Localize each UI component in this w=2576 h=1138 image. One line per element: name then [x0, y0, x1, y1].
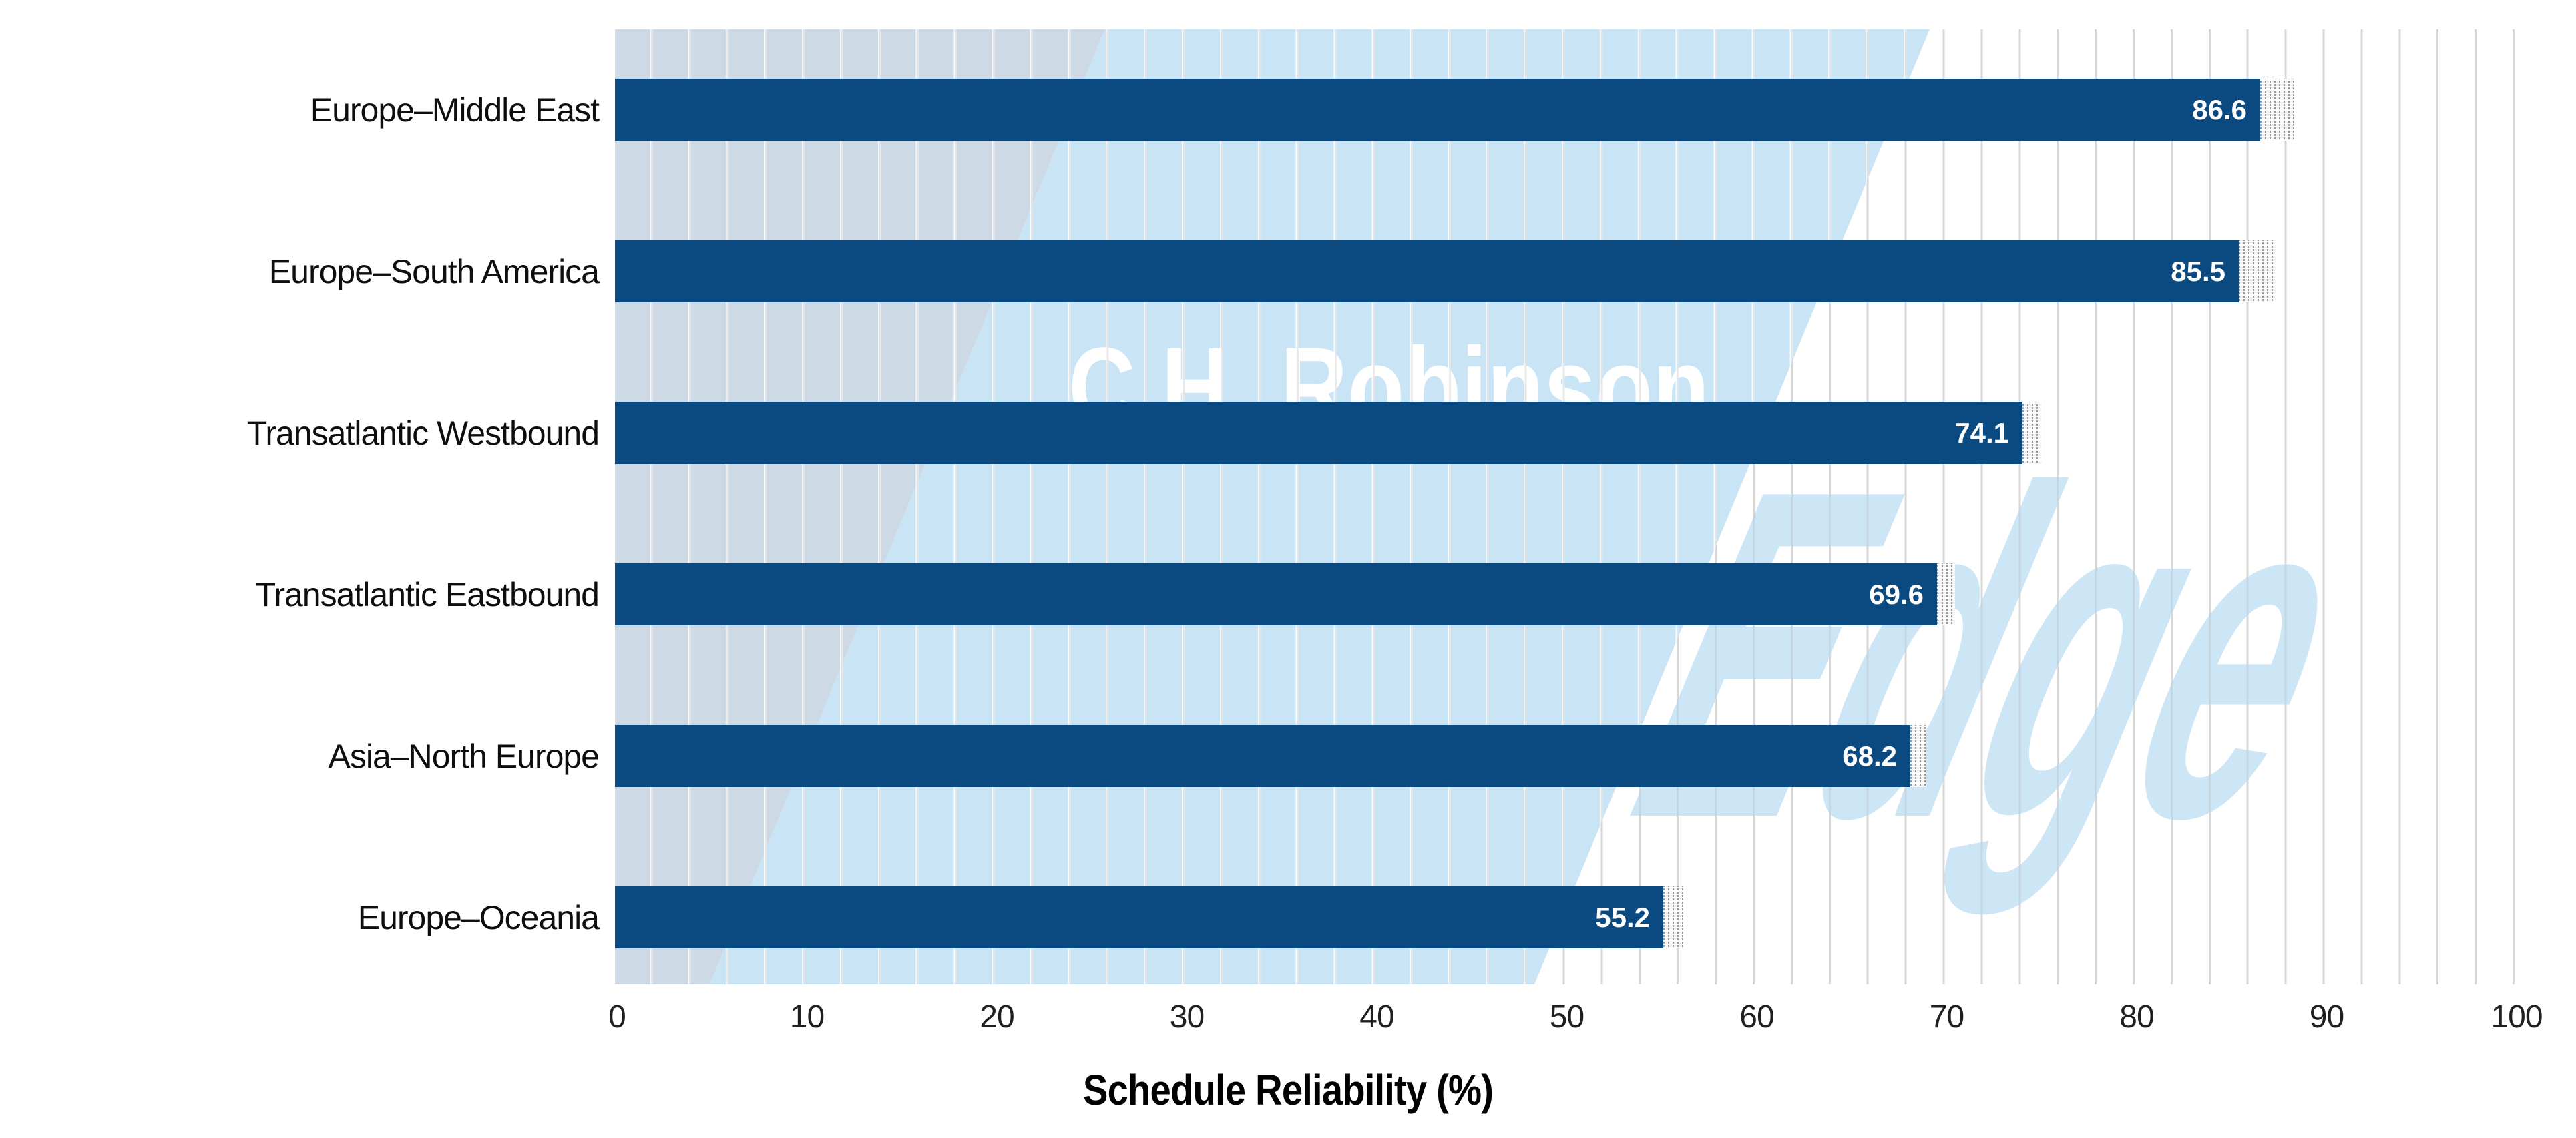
- x-tick-label: 20: [980, 999, 1014, 1035]
- bar-hatch-extension: [1910, 725, 1926, 787]
- x-tick-label: 10: [789, 999, 825, 1035]
- x-axis-title: Schedule Reliability (%): [1082, 1066, 1494, 1114]
- category-label: Asia–North Europe: [328, 737, 600, 775]
- bar-value-label: 68.2: [1842, 740, 1897, 772]
- category-label: Europe–Oceania: [357, 898, 600, 936]
- bar-hatch-extension: [2239, 240, 2276, 302]
- x-tick-label: 70: [1929, 999, 1964, 1035]
- bar: 74.1: [615, 402, 2022, 464]
- x-tick-label: 90: [2309, 999, 2344, 1035]
- bar-hatch-extension: [1937, 563, 1955, 625]
- bar-value-label: 74.1: [1954, 416, 2009, 449]
- category-label: Europe–South America: [268, 252, 600, 290]
- bar-value-label: 86.6: [2192, 93, 2247, 125]
- plot-area: [615, 29, 2537, 984]
- bar-hatch-extension: [1663, 886, 1683, 948]
- x-tick-label: 40: [1359, 999, 1394, 1035]
- bar: 69.6: [615, 563, 1937, 625]
- category-label: Transatlantic Eastbound: [255, 575, 600, 613]
- x-tick-label: 30: [1169, 999, 1205, 1035]
- x-tick-label: 100: [2491, 999, 2543, 1035]
- bar: 85.5: [615, 240, 2239, 302]
- x-tick-label: 0: [608, 999, 626, 1035]
- bar: 68.2: [615, 725, 1910, 787]
- bar-value-label: 55.2: [1595, 901, 1650, 933]
- x-tick-label: 50: [1549, 999, 1584, 1035]
- x-tick-label: 80: [2119, 999, 2154, 1035]
- bar-value-label: 85.5: [2171, 255, 2225, 287]
- bar-hatch-extension: [2022, 402, 2041, 464]
- category-label: Europe–Middle East: [310, 91, 600, 129]
- bar: 55.2: [615, 886, 1663, 948]
- bar-hatch-extension: [2260, 79, 2294, 141]
- gridline-overlay: [615, 29, 2537, 984]
- bar-value-label: 69.6: [1869, 578, 1924, 610]
- bar: 86.6: [615, 79, 2260, 141]
- x-tick-label: 60: [1739, 999, 1774, 1035]
- category-label: Transatlantic Westbound: [246, 414, 600, 452]
